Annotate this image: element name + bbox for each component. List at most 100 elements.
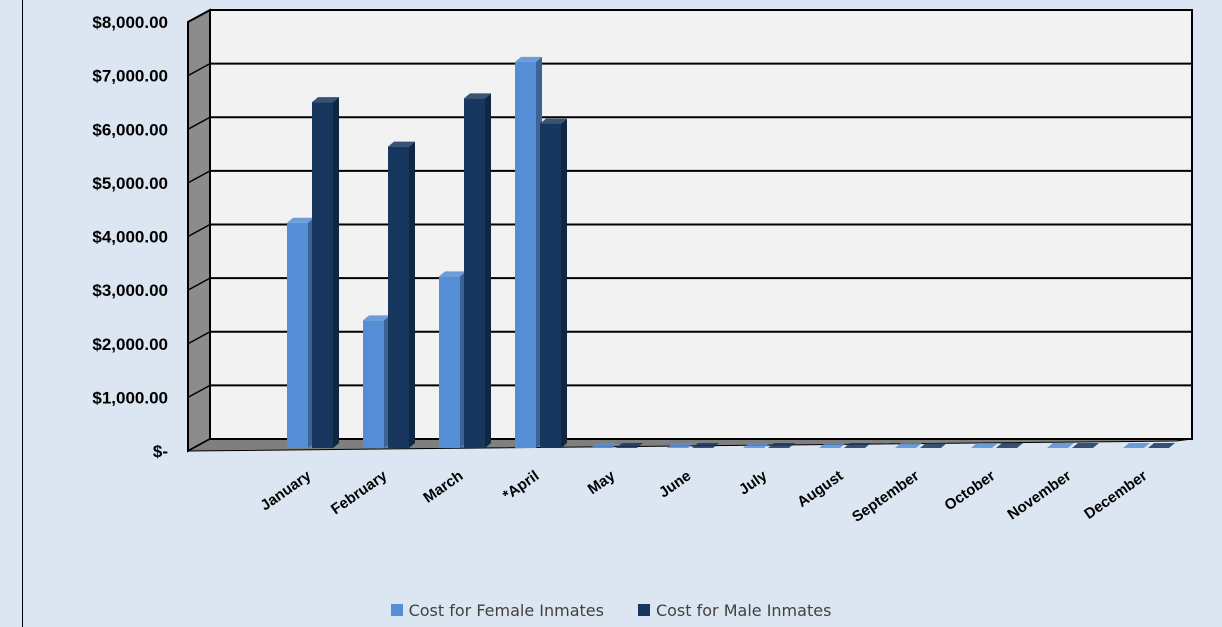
bar-april-female [515,56,542,449]
bar-top [388,141,415,147]
bar-top [1148,443,1175,448]
bar-june-male [692,443,719,449]
bar-front [312,102,333,449]
bar-side [409,141,415,448]
x-label-may: May [585,467,619,498]
y-tick-label: $5,000.00 [92,174,168,193]
bar-front [363,320,384,449]
bar-may-female [591,443,618,449]
gridline-depth [187,277,211,291]
bar-may-male [616,443,643,449]
bar-top [971,443,998,448]
bar-february-male [388,141,415,449]
x-label-march: March [420,467,466,506]
legend: Cost for Female Inmates Cost for Male In… [0,597,1222,623]
y-tick-label: $3,000.00 [92,281,168,300]
bar-front [515,61,536,449]
x-label-november: November [1004,467,1074,523]
bar-september-female [895,443,922,449]
x-label-december: December [1081,467,1150,523]
bar-top [667,443,694,448]
legend-label-male: Cost for Male Inmates [655,600,832,620]
bar-top [819,443,846,448]
bar-top [844,443,871,448]
bar-front [540,123,561,449]
gridline-depth [187,223,211,238]
y-tick-label: $- [153,442,168,461]
y-tick-label: $8,000.00 [92,13,168,32]
bar-top [363,315,390,321]
x-label-april: *April [500,467,543,504]
x-label-june: June [656,467,694,501]
x-label-september: September [849,467,922,525]
bar-august-female [819,443,846,449]
x-label-october: October [941,467,998,514]
bar-side [561,118,567,448]
bar-front [439,276,460,449]
bar-top [591,443,618,448]
bar-top [895,443,922,448]
bar-december-female [1123,443,1150,449]
bar-top [464,93,491,99]
bar-top [287,217,314,223]
bar-november-female [1047,443,1074,449]
gridline-depth [187,9,211,23]
legend-label-female: Cost for Female Inmates [408,600,604,620]
gridline-depth [187,62,211,77]
gridline-depth [187,384,211,399]
bar-march-male [464,93,491,449]
x-label-january: January [257,467,314,514]
bar-february-female [363,315,390,449]
bar-front [287,222,308,449]
y-axis-ticks: $- $1,000.00 $2,000.00 $3,000.00 $4,000.00 $5… [92,13,168,461]
y-tick-label: $6,000.00 [92,120,168,139]
bar-july-male [768,443,795,449]
bar-top [515,56,542,62]
bar-top [540,118,567,124]
bar-top [312,97,339,103]
bar-july-female [743,443,770,449]
bar-front [388,146,409,449]
bar-top [616,443,643,448]
bar-october-male [996,443,1023,449]
y-tick-label: $4,000.00 [92,228,168,247]
bar-june-female [667,443,694,449]
bar-august-male [844,443,871,449]
bar-chart: $- $1,000.00 $2,000.00 $3,000.00 $4,000.00 $5… [92,8,1193,526]
gridline-depth [187,438,211,452]
bar-side [333,97,339,449]
chart-border [22,0,23,627]
legend-item-female: Cost for Female Inmates [390,600,604,620]
bar-october-female [971,443,998,449]
bars [287,56,1175,449]
bar-december-male [1148,443,1175,449]
bar-top [996,443,1023,448]
y-tick-label: $7,000.00 [92,67,168,86]
gridline-depth [187,331,211,345]
legend-swatch-male [637,604,650,616]
bar-top [692,443,719,448]
bar-november-male [1072,443,1099,449]
x-label-august: August [794,467,846,511]
x-label-july: July [736,467,771,499]
bar-top [768,443,795,448]
bar-january-male [312,97,339,449]
bar-top [1123,443,1150,448]
legend-swatch-female [390,604,403,616]
bar-march-female [439,271,466,449]
x-axis-labels: January February March *April May June July Aug… [257,467,1150,526]
y-tick-label: $1,000.00 [92,388,168,407]
bar-september-male [920,443,947,449]
bar-top [439,271,466,277]
bar-top [743,443,770,448]
y-tick-label: $2,000.00 [92,335,168,354]
bar-april-male [540,118,567,449]
gridline-depth [187,170,211,184]
gridline-depth [187,116,211,130]
bar-front [464,98,485,449]
x-label-february: February [328,467,391,518]
bar-top [920,443,947,448]
bar-side [485,93,491,449]
bar-top [1047,443,1074,448]
